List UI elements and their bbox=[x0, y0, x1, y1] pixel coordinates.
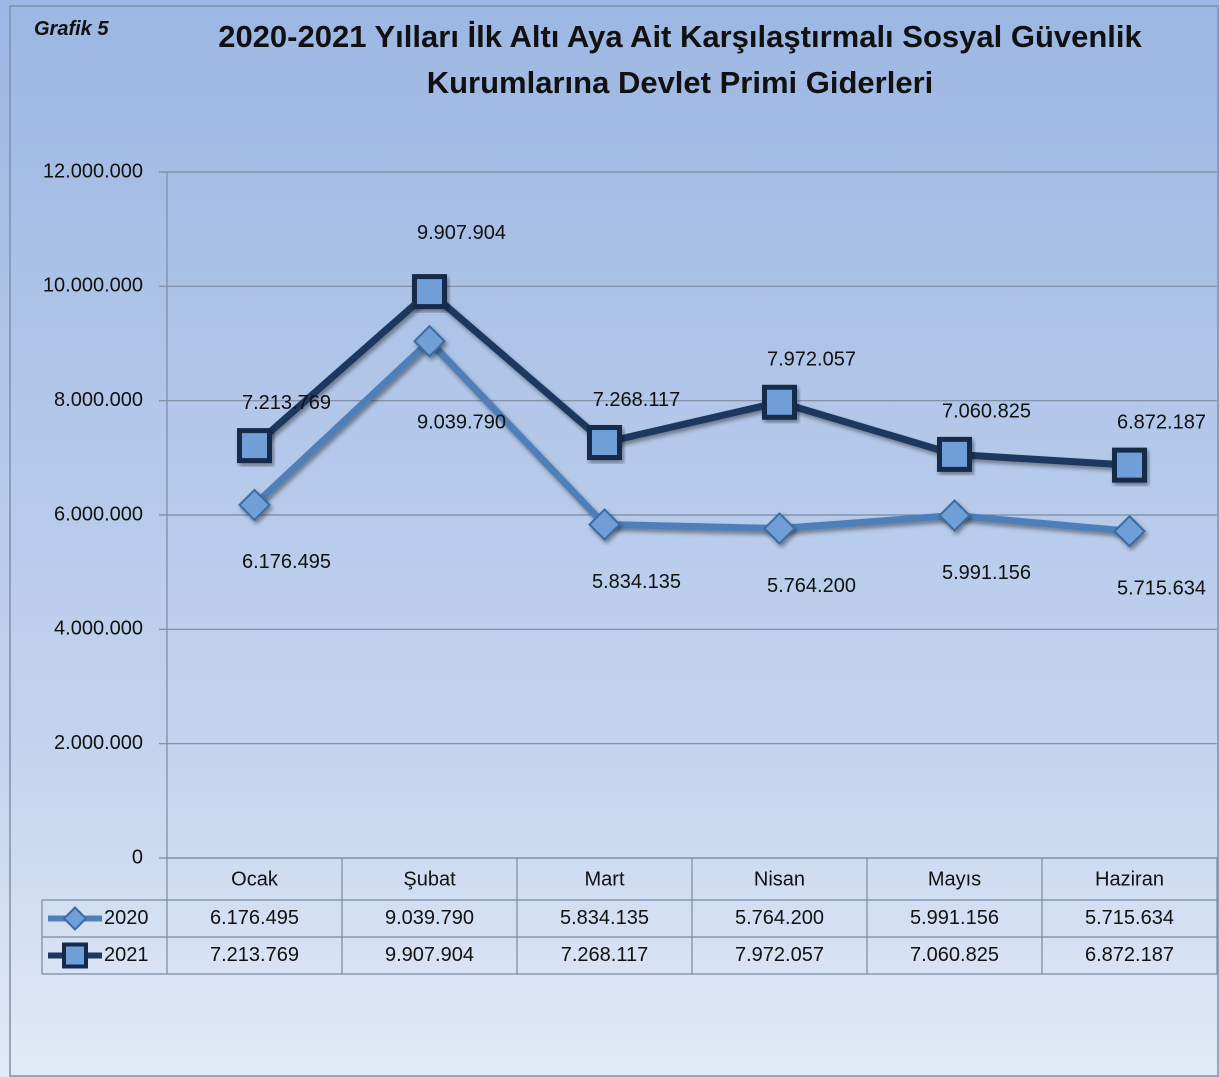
y-tick-label: 4.000.000 bbox=[54, 618, 143, 640]
data-label: 6.176.495 bbox=[242, 551, 331, 573]
table-cell: 7.268.117 bbox=[561, 944, 649, 966]
line bbox=[252, 337, 1130, 535]
legend-marker bbox=[62, 906, 88, 931]
x-tick-label: Şubat bbox=[403, 868, 456, 890]
data-label: 5.991.156 bbox=[942, 562, 1031, 584]
frame bbox=[9, 5, 1219, 1077]
x-tick-label: Mart bbox=[585, 868, 625, 890]
data-label: 7.213.769 bbox=[242, 392, 331, 414]
table-cell: 6.176.495 bbox=[210, 907, 299, 929]
data-label: 5.764.200 bbox=[767, 575, 856, 597]
legend-label: 2020 bbox=[104, 907, 149, 929]
y-tick-label: 10.000.000 bbox=[43, 275, 143, 297]
y-tick-label: 2.000.000 bbox=[54, 732, 143, 754]
y-tick-label: 12.000.000 bbox=[43, 160, 143, 182]
data-label: 6.872.187 bbox=[1117, 411, 1206, 433]
y-tick-label: 6.000.000 bbox=[54, 503, 143, 525]
marker bbox=[587, 425, 622, 461]
line bbox=[252, 288, 1130, 469]
x-tick-label: Nisan bbox=[754, 868, 805, 890]
marker bbox=[237, 428, 272, 464]
table-cell: 5.834.135 bbox=[560, 907, 649, 929]
chart-title: 2020-2021 Yılları İlk Altı Aya Ait Karşı… bbox=[218, 19, 1142, 100]
marker bbox=[413, 324, 446, 358]
table-cell: 5.991.156 bbox=[910, 907, 999, 929]
data-label: 9.039.790 bbox=[417, 412, 506, 434]
marker bbox=[238, 488, 271, 522]
table-cell: 7.060.825 bbox=[910, 944, 999, 966]
data-label: 9.907.904 bbox=[417, 222, 506, 244]
table-cell: 7.972.057 bbox=[735, 944, 824, 966]
marker bbox=[938, 499, 971, 532]
table-cell: 5.764.200 bbox=[735, 907, 824, 929]
marker bbox=[412, 274, 447, 310]
marker bbox=[1113, 514, 1146, 548]
legend-marker bbox=[62, 942, 88, 969]
figure-label: Grafik 5 bbox=[34, 18, 109, 40]
marker bbox=[937, 436, 972, 472]
marker bbox=[763, 512, 796, 545]
y-tick-label: 8.000.000 bbox=[54, 389, 143, 411]
table-cell: 5.715.634 bbox=[1085, 907, 1174, 929]
x-tick-label: Haziran bbox=[1095, 868, 1164, 890]
data-label: 7.060.825 bbox=[942, 401, 1031, 423]
data-label: 7.972.057 bbox=[767, 349, 856, 371]
legend-marker bbox=[62, 942, 88, 969]
marker bbox=[1112, 447, 1147, 483]
y-tick-label: 0 bbox=[132, 846, 143, 868]
marker bbox=[762, 384, 797, 420]
legend-label: 2021 bbox=[104, 944, 149, 966]
data-label: 5.834.135 bbox=[592, 571, 681, 593]
x-tick-label: Mayıs bbox=[928, 868, 981, 890]
x-tick-label: Ocak bbox=[231, 868, 279, 890]
table-cell: 6.872.187 bbox=[1085, 944, 1174, 966]
data-label: 5.715.634 bbox=[1117, 578, 1206, 600]
table-cell: 9.039.790 bbox=[385, 907, 474, 929]
table-cell: 9.907.904 bbox=[385, 944, 474, 966]
data-label: 7.268.117 bbox=[593, 389, 681, 411]
table-cell: 7.213.769 bbox=[210, 944, 299, 966]
marker bbox=[588, 508, 621, 541]
legend-marker bbox=[62, 906, 88, 931]
